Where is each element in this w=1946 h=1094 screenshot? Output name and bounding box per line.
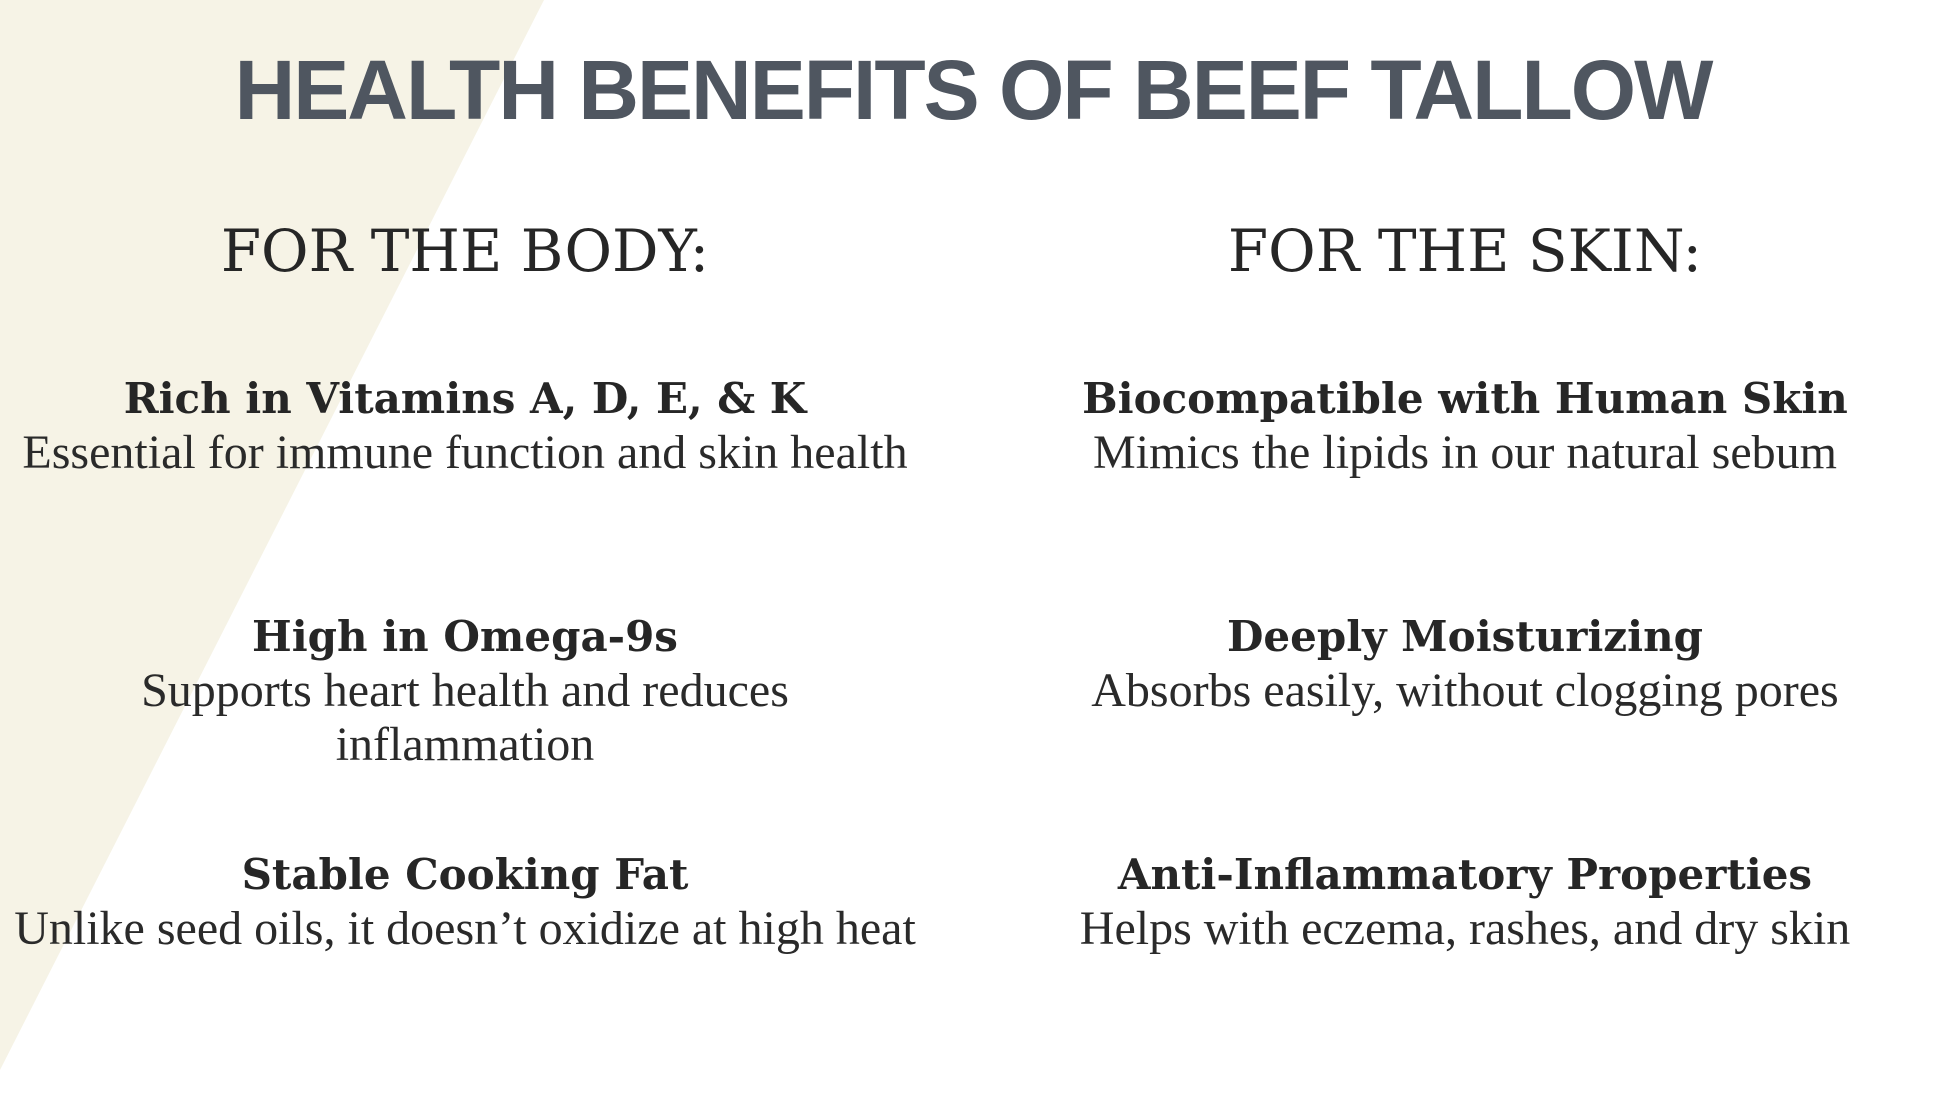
column-heading-text: FOR THE SKIN:	[1227, 217, 1703, 285]
column-heading: FOR THE SKIN:	[1000, 216, 1930, 286]
benefit-title: Anti-Inflammatory Properties	[1117, 850, 1813, 899]
benefit-item: Stable Cooking Fat Unlike seed oils, it d…	[0, 848, 930, 956]
benefit-item: Biocompatible with Human Skin Mimics the …	[1000, 372, 1930, 480]
page-title: HEALTH BENEFITS OF BEEF TALLOW	[0, 40, 1946, 140]
benefit-description: Essential for immune function and skin h…	[22, 426, 908, 479]
benefit-description: Unlike seed oils, it doesn’t oxidize at …	[14, 902, 916, 955]
page-title-text: HEALTH BENEFITS OF BEEF TALLOW	[234, 43, 1714, 137]
column-heading: FOR THE BODY:	[0, 216, 930, 286]
benefit-title: Deeply Moisturizing	[1226, 612, 1704, 661]
benefit-description: Absorbs easily, without clogging pores	[1091, 664, 1839, 717]
benefit-item: Anti-Inflammatory Properties Helps with e…	[1000, 848, 1930, 956]
benefit-title: High in Omega-9s	[252, 612, 678, 661]
benefit-title: Stable Cooking Fat	[241, 850, 689, 899]
benefit-item: High in Omega-9s Supports heart health an…	[0, 610, 930, 772]
benefit-title: Biocompatible with Human Skin	[1082, 374, 1848, 423]
benefit-item: Deeply Moisturizing Absorbs easily, witho…	[1000, 610, 1930, 718]
benefit-title: Rich in Vitamins A, D, E, & K	[123, 374, 807, 423]
benefit-description: Supports heart health and reduces inflam…	[141, 664, 789, 771]
benefit-description: Helps with eczema, rashes, and dry skin	[1079, 902, 1851, 955]
column-heading-text: FOR THE BODY:	[220, 217, 710, 285]
benefit-item: Rich in Vitamins A, D, E, & K Essential f…	[0, 372, 930, 480]
benefit-description: Mimics the lipids in our natural sebum	[1093, 426, 1837, 479]
